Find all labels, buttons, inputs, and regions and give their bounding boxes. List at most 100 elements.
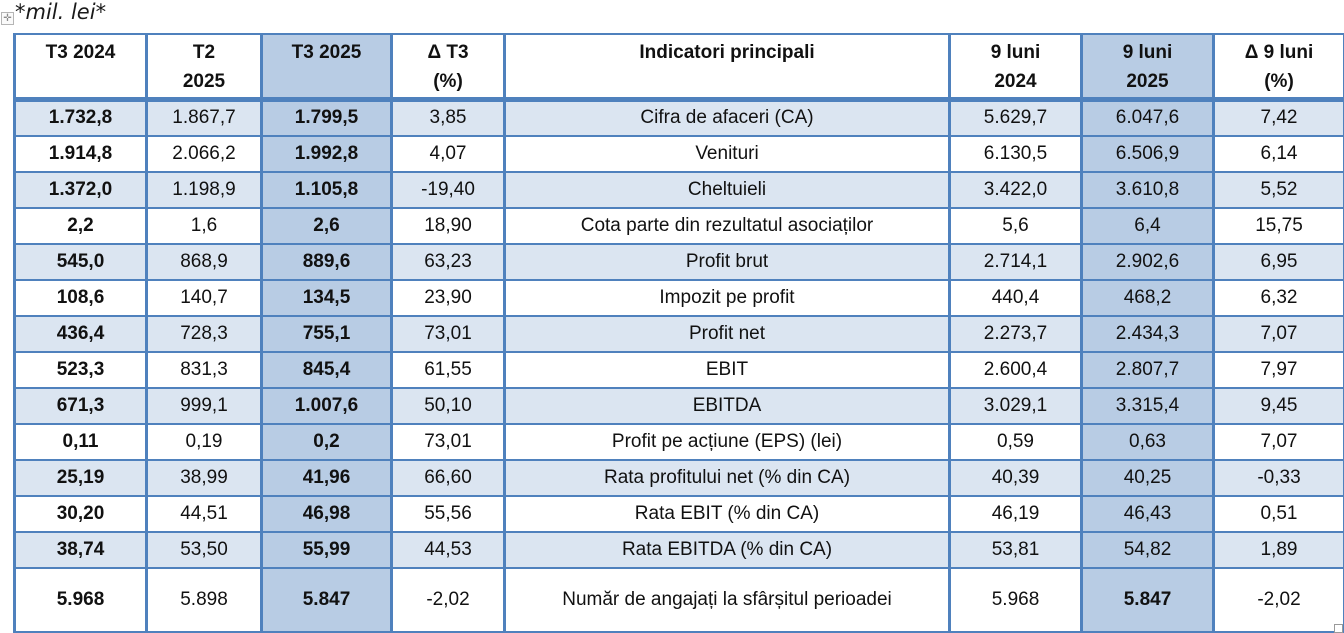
column-header-t3-2024: T3 2024 (15, 34, 147, 100)
column-header-label: Δ T3 (%) (427, 42, 468, 92)
value-cell-t2-2025: 2.066,2 (147, 136, 262, 172)
value-cell-t3-2024: 436,4 (15, 316, 147, 352)
value-cell-t2-2025: 999,1 (147, 388, 262, 424)
value-cell-t3-2025: 0,2 (262, 424, 392, 460)
value-cell-delta-t3: -19,40 (392, 172, 505, 208)
value-cell-9l-2024: 440,4 (950, 280, 1082, 316)
value-cell-delta-t3: 73,01 (392, 424, 505, 460)
indicator-name-cell: Cheltuieli (505, 172, 950, 208)
value-cell-delta-t3: 55,56 (392, 496, 505, 532)
value-cell-delta-9l: 1,89 (1214, 532, 1344, 568)
value-cell-t3-2025: 134,5 (262, 280, 392, 316)
value-cell-t2-2025: 140,7 (147, 280, 262, 316)
column-header-delta-t3: Δ T3 (%) (392, 34, 505, 100)
column-header-label: 9 luni 2024 (991, 42, 1041, 92)
value-cell-t3-2025: 5.847 (262, 568, 392, 632)
value-cell-t2-2025: 1,6 (147, 208, 262, 244)
value-cell-t3-2025: 41,96 (262, 460, 392, 496)
value-cell-t3-2024: 671,3 (15, 388, 147, 424)
indicator-name-cell: Profit pe acțiune (EPS) (lei) (505, 424, 950, 460)
value-cell-9l-2024: 6.130,5 (950, 136, 1082, 172)
value-cell-t3-2024: 108,6 (15, 280, 147, 316)
value-cell-delta-t3: 18,90 (392, 208, 505, 244)
value-cell-9l-2024: 2.273,7 (950, 316, 1082, 352)
value-cell-t3-2024: 1.372,0 (15, 172, 147, 208)
value-cell-9l-2024: 5.968 (950, 568, 1082, 632)
column-header-9l-2024: 9 luni 2024 (950, 34, 1082, 100)
value-cell-delta-9l: 6,14 (1214, 136, 1344, 172)
value-cell-delta-9l: 6,32 (1214, 280, 1344, 316)
column-header-t3-2025: T3 2025 (262, 34, 392, 100)
column-header-label: T3 2025 (292, 42, 362, 63)
indicator-name-cell: Cifra de afaceri (CA) (505, 100, 950, 136)
indicator-name-cell: EBITDA (505, 388, 950, 424)
value-cell-t3-2024: 523,3 (15, 352, 147, 388)
value-cell-t3-2024: 1.914,8 (15, 136, 147, 172)
value-cell-delta-9l: 9,45 (1214, 388, 1344, 424)
value-cell-delta-t3: 61,55 (392, 352, 505, 388)
value-cell-t3-2024: 38,74 (15, 532, 147, 568)
value-cell-t2-2025: 5.898 (147, 568, 262, 632)
value-cell-9l-2024: 2.714,1 (950, 244, 1082, 280)
value-cell-delta-9l: 15,75 (1214, 208, 1344, 244)
value-cell-delta-9l: 7,07 (1214, 316, 1344, 352)
value-cell-9l-2025: 6,4 (1082, 208, 1214, 244)
value-cell-t2-2025: 868,9 (147, 244, 262, 280)
value-cell-t2-2025: 728,3 (147, 316, 262, 352)
indicator-name-cell: Profit brut (505, 244, 950, 280)
value-cell-t3-2025: 55,99 (262, 532, 392, 568)
indicator-name-cell: Rata EBIT (% din CA) (505, 496, 950, 532)
column-header-label: Δ 9 luni (%) (1245, 42, 1314, 92)
value-cell-delta-9l: -2,02 (1214, 568, 1344, 632)
value-cell-delta-t3: 66,60 (392, 460, 505, 496)
value-cell-delta-9l: 7,42 (1214, 100, 1344, 136)
value-cell-9l-2025: 46,43 (1082, 496, 1214, 532)
value-cell-t3-2025: 46,98 (262, 496, 392, 532)
column-header-label: T3 2024 (46, 42, 116, 63)
table-header: T3 2024 T2 2025 T3 2025 Δ T3 (%) Indicatori … (15, 34, 1344, 100)
value-cell-delta-9l: 7,07 (1214, 424, 1344, 460)
column-header-label: 9 luni 2025 (1123, 42, 1173, 92)
move-arrows-icon: ✛ (3, 14, 11, 24)
value-cell-9l-2025: 2.807,7 (1082, 352, 1214, 388)
value-cell-t3-2024: 5.968 (15, 568, 147, 632)
value-cell-t3-2025: 1.799,5 (262, 100, 392, 136)
value-cell-delta-t3: 4,07 (392, 136, 505, 172)
value-cell-9l-2024: 5.629,7 (950, 100, 1082, 136)
value-cell-delta-t3: 63,23 (392, 244, 505, 280)
value-cell-t2-2025: 0,19 (147, 424, 262, 460)
indicator-name-cell: Venituri (505, 136, 950, 172)
value-cell-9l-2025: 3.315,4 (1082, 388, 1214, 424)
indicators-table: T3 2024 T2 2025 T3 2025 Δ T3 (%) Indicatori … (13, 33, 1344, 633)
value-cell-t3-2025: 1.992,8 (262, 136, 392, 172)
value-cell-9l-2024: 53,81 (950, 532, 1082, 568)
indicator-name-cell: Rata EBITDA (% din CA) (505, 532, 950, 568)
value-cell-delta-t3: 50,10 (392, 388, 505, 424)
column-header-delta-9l: Δ 9 luni (%) (1214, 34, 1344, 100)
value-cell-9l-2024: 3.029,1 (950, 388, 1082, 424)
value-cell-t3-2025: 2,6 (262, 208, 392, 244)
column-header-t2-2025: T2 2025 (147, 34, 262, 100)
table-move-handle[interactable]: ✛ (1, 12, 14, 25)
value-cell-delta-t3: -2,02 (392, 568, 505, 632)
value-cell-9l-2025: 3.610,8 (1082, 172, 1214, 208)
value-cell-9l-2025: 468,2 (1082, 280, 1214, 316)
value-cell-t3-2025: 1.007,6 (262, 388, 392, 424)
value-cell-t2-2025: 1.867,7 (147, 100, 262, 136)
value-cell-delta-9l: -0,33 (1214, 460, 1344, 496)
value-cell-delta-9l: 6,95 (1214, 244, 1344, 280)
column-header-label: Indicatori principali (639, 42, 814, 63)
value-cell-t3-2024: 25,19 (15, 460, 147, 496)
value-cell-delta-t3: 3,85 (392, 100, 505, 136)
